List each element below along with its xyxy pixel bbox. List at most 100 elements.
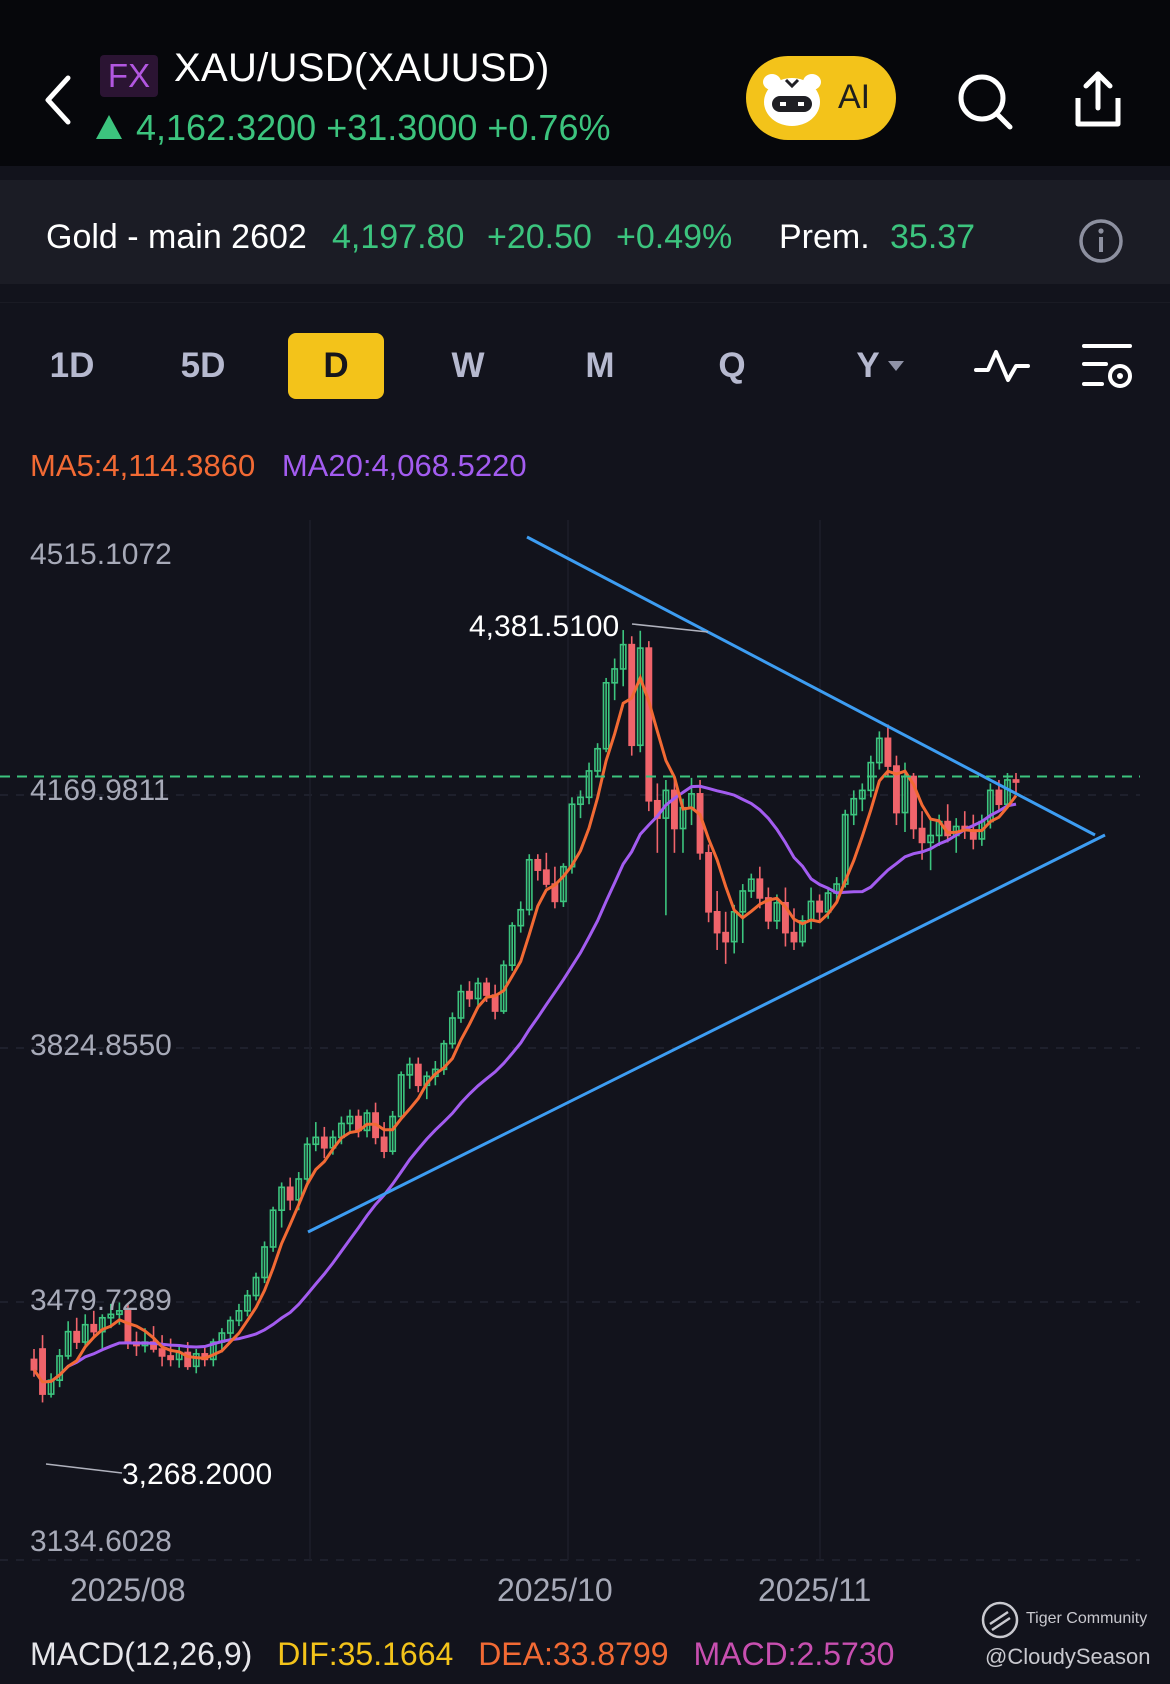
period-d[interactable]: D: [288, 333, 384, 399]
macd-indicator-row: MACD(12,26,9) DIF:35.1664 DEA:33.8799 MA…: [30, 1636, 894, 1673]
period-y[interactable]: Y: [830, 333, 930, 399]
candle-down: [534, 858, 542, 871]
candle-up: [875, 737, 883, 764]
candle-up: [295, 1178, 303, 1201]
candle-down: [884, 737, 892, 767]
price-change: +31.3000: [326, 107, 478, 148]
candle-down: [90, 1323, 98, 1333]
candle-up: [858, 789, 866, 800]
period-q[interactable]: Q: [718, 346, 746, 385]
chart-grid: [0, 520, 1140, 1561]
period-y-label: Y: [856, 346, 880, 385]
macd-dif: DIF:35.1664: [277, 1636, 454, 1672]
futures-name: Gold - main 2602: [46, 218, 307, 256]
share-icon[interactable]: [1070, 68, 1126, 132]
candle-down: [158, 1348, 166, 1357]
candle-up: [927, 834, 935, 844]
candle-up: [448, 1017, 456, 1045]
candle-down: [30, 1358, 38, 1371]
tiger-community-logo-icon: [981, 1601, 1019, 1639]
candle-down: [910, 775, 917, 830]
search-icon[interactable]: [956, 70, 1014, 132]
candle-down: [995, 789, 1003, 806]
candle-up: [602, 682, 610, 750]
candle-up: [363, 1112, 371, 1132]
ma20-line: [32, 784, 1017, 1384]
candle-up: [585, 770, 593, 799]
candle-up: [81, 1323, 89, 1343]
back-arrow-icon[interactable]: [40, 70, 80, 130]
ma-indicator-row: MA5:4,114.3860 MA20:4,068.5220: [30, 448, 527, 484]
period-selector: 1D 5D D W M Q Y: [0, 302, 1170, 423]
price-row: 4,162.3200 +31.3000 +0.76%: [96, 107, 610, 149]
high-leader-line: [631, 623, 709, 633]
candle-up: [577, 796, 584, 806]
fx-badge: FX: [100, 55, 158, 97]
period-m[interactable]: M: [585, 346, 615, 385]
candle-down: [722, 931, 730, 943]
candle-down: [893, 765, 900, 814]
candle-down: [320, 1136, 328, 1149]
candle-up: [56, 1355, 64, 1382]
candle-down: [380, 1136, 388, 1153]
watermark: Tiger Community @CloudySeason: [980, 1600, 1165, 1680]
macd-value: MACD:2.5730: [693, 1636, 895, 1672]
period-5d[interactable]: 5D: [180, 346, 226, 385]
y-tick-label: 3479.7289: [30, 1284, 172, 1317]
period-1d[interactable]: 1D: [49, 346, 95, 385]
futures-change-pct: +0.49%: [616, 218, 733, 256]
candle-up: [192, 1353, 200, 1368]
watermark-brand: Tiger Community: [1026, 1610, 1148, 1627]
candle-down: [483, 982, 491, 996]
candle-up: [115, 1310, 123, 1316]
x-tick-label: 2025/11: [758, 1572, 872, 1608]
candle-down: [790, 931, 798, 943]
candle-up: [64, 1330, 72, 1357]
candle-up: [107, 1313, 115, 1319]
candle-up: [525, 858, 533, 911]
candle-down: [713, 911, 721, 934]
candle-down: [167, 1355, 175, 1361]
y-tick-label: 3824.8550: [30, 1029, 172, 1062]
candle-down: [542, 869, 550, 885]
candle-up: [278, 1186, 286, 1212]
chart-settings-icon[interactable]: [1080, 340, 1134, 394]
candle-up: [269, 1209, 277, 1248]
candle-up: [346, 1115, 354, 1125]
ma5-value: MA5:4,114.3860: [30, 448, 256, 483]
period-w[interactable]: W: [451, 346, 485, 385]
low-label: 3,268.2000: [122, 1458, 272, 1491]
y-tick-label: 4515.1072: [30, 538, 172, 571]
candle-up: [739, 890, 747, 913]
candle-down: [781, 901, 789, 934]
futures-quote-bar[interactable]: Gold - main 2602 4,197.80 +20.50 +0.49% …: [0, 180, 1170, 284]
candle-up: [636, 647, 644, 747]
candle-down: [705, 852, 713, 913]
candle-up: [406, 1063, 414, 1076]
tiger-mascot-icon: [763, 74, 821, 126]
candlestick-chart[interactable]: 4,381.5100 3,268.2000: [0, 480, 1170, 1590]
candle-down: [286, 1186, 294, 1201]
info-icon[interactable]: [1078, 218, 1124, 264]
candle-down: [816, 900, 824, 913]
candle-up: [312, 1136, 320, 1146]
candle-down: [756, 878, 764, 899]
support-trendline: [307, 833, 1106, 1234]
indicator-wave-icon[interactable]: [974, 346, 1030, 386]
candle-up: [799, 920, 806, 943]
candle-up: [457, 990, 465, 1019]
candle-up: [209, 1341, 217, 1361]
candle-down: [466, 990, 473, 1000]
candle-down: [918, 827, 926, 844]
futures-price: 4,197.80: [332, 218, 465, 256]
candle-down: [73, 1330, 81, 1343]
premium-value: 35.37: [890, 218, 976, 256]
ma20-value: MA20:4,068.5220: [281, 448, 527, 483]
candle-down: [764, 897, 772, 922]
candle-down: [39, 1348, 46, 1395]
ai-button[interactable]: AI: [746, 56, 896, 140]
candle-up: [850, 797, 858, 816]
candle-up: [261, 1246, 269, 1279]
candle-up: [517, 908, 525, 927]
x-tick-label: 2025/10: [497, 1572, 613, 1608]
